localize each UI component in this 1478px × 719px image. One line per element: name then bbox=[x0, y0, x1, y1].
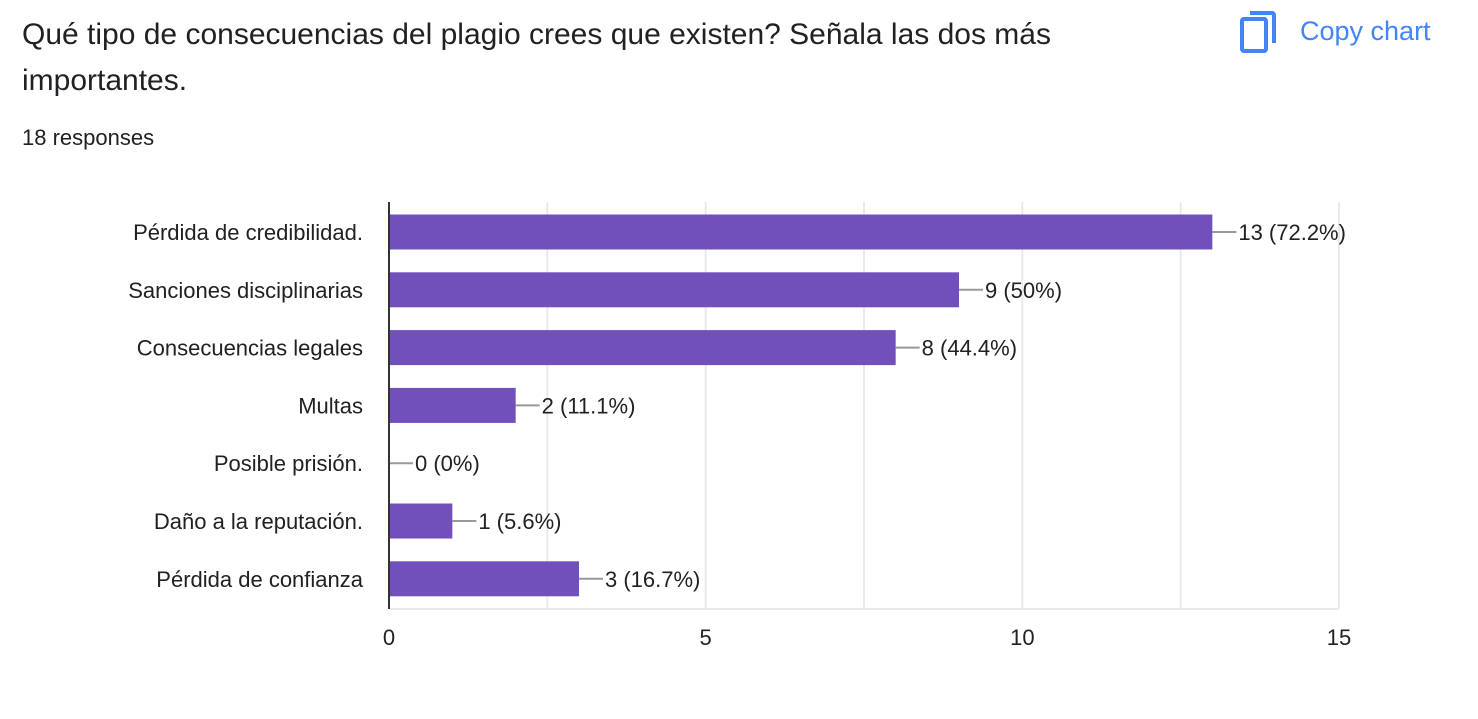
copy-icon bbox=[1240, 9, 1278, 53]
x-tick-label: 0 bbox=[383, 625, 395, 650]
bar bbox=[389, 561, 579, 597]
category-label: Daño a la reputación. bbox=[154, 509, 363, 534]
responses-count: 18 responses bbox=[22, 125, 155, 150]
data-label: 9 (50%) bbox=[985, 278, 1062, 303]
bar bbox=[389, 503, 453, 539]
bar bbox=[389, 214, 1213, 250]
copy-chart-label: Copy chart bbox=[1300, 15, 1431, 46]
data-label: 2 (11.1%) bbox=[542, 393, 636, 418]
category-label: Sanciones disciplinarias bbox=[128, 278, 363, 303]
question-title: Qué tipo de consecuencias del plagio cre… bbox=[22, 18, 1051, 97]
bar bbox=[389, 387, 516, 423]
data-label: 8 (44.4%) bbox=[922, 336, 1017, 361]
bar bbox=[389, 330, 896, 366]
category-label: Pérdida de confianza bbox=[156, 567, 363, 592]
category-label: Posible prisión. bbox=[214, 451, 363, 476]
data-label: 13 (72.2%) bbox=[1238, 220, 1346, 245]
data-label: 3 (16.7%) bbox=[605, 567, 700, 592]
copy-chart-button[interactable]: Copy chart bbox=[1240, 6, 1431, 56]
data-label: 1 (5.6%) bbox=[478, 509, 561, 534]
data-label: 0 (0%) bbox=[415, 451, 480, 476]
x-tick-label: 15 bbox=[1327, 625, 1351, 650]
bar bbox=[389, 272, 959, 308]
x-tick-label: 5 bbox=[700, 625, 712, 650]
x-tick-label: 10 bbox=[1010, 625, 1034, 650]
category-label: Pérdida de credibilidad. bbox=[133, 220, 363, 245]
category-label: Consecuencias legales bbox=[137, 336, 363, 361]
category-label: Multas bbox=[298, 393, 363, 418]
